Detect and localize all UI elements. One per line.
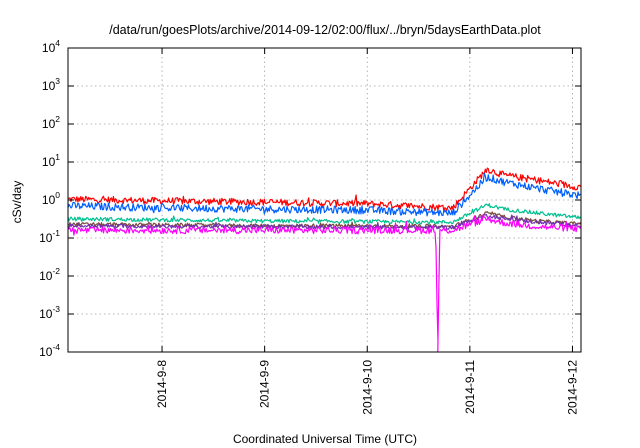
series-line-0 (67, 167, 582, 213)
y-tick-label: 10-1 (39, 228, 60, 245)
grid (68, 47, 581, 353)
series-line-1 (67, 172, 582, 217)
chart-title: /data/run/goesPlots/archive/2014-09-12/0… (109, 23, 541, 37)
y-tick-label: 102 (42, 114, 60, 131)
series-line-3 (68, 211, 582, 229)
y-tick-label: 101 (42, 152, 60, 169)
y-axis-ticks: 10-4 10-3 10-2 10-1 100 101 102 103 104 (39, 38, 581, 359)
x-axis-ticks: 2014-9-8 2014-9-9 2014-9-10 2014-9-11 2014-9… (155, 48, 579, 415)
x-tick-label: 2014-9-9 (258, 360, 272, 408)
x-tick-label: 2014-9-11 (463, 360, 477, 414)
y-tick-label: 10-4 (39, 342, 60, 359)
x-axis-label: Coordinated Universal Time (UTC) (233, 432, 417, 446)
plot-area (67, 167, 582, 353)
y-tick-label: 100 (42, 190, 60, 207)
x-tick-label: 2014-9-12 (565, 360, 579, 415)
y-tick-label: 10-3 (39, 304, 60, 321)
series-line-2 (67, 203, 582, 225)
y-tick-label: 104 (42, 38, 60, 55)
x-tick-label: 2014-9-10 (360, 360, 374, 415)
x-tick-label: 2014-9-8 (155, 360, 169, 408)
y-axis-label: cSv/day (10, 181, 24, 224)
series-line-5 (67, 213, 582, 353)
y-tick-label: 10-2 (39, 266, 60, 283)
y-tick-label: 103 (42, 76, 60, 93)
series-line-4 (67, 213, 582, 230)
